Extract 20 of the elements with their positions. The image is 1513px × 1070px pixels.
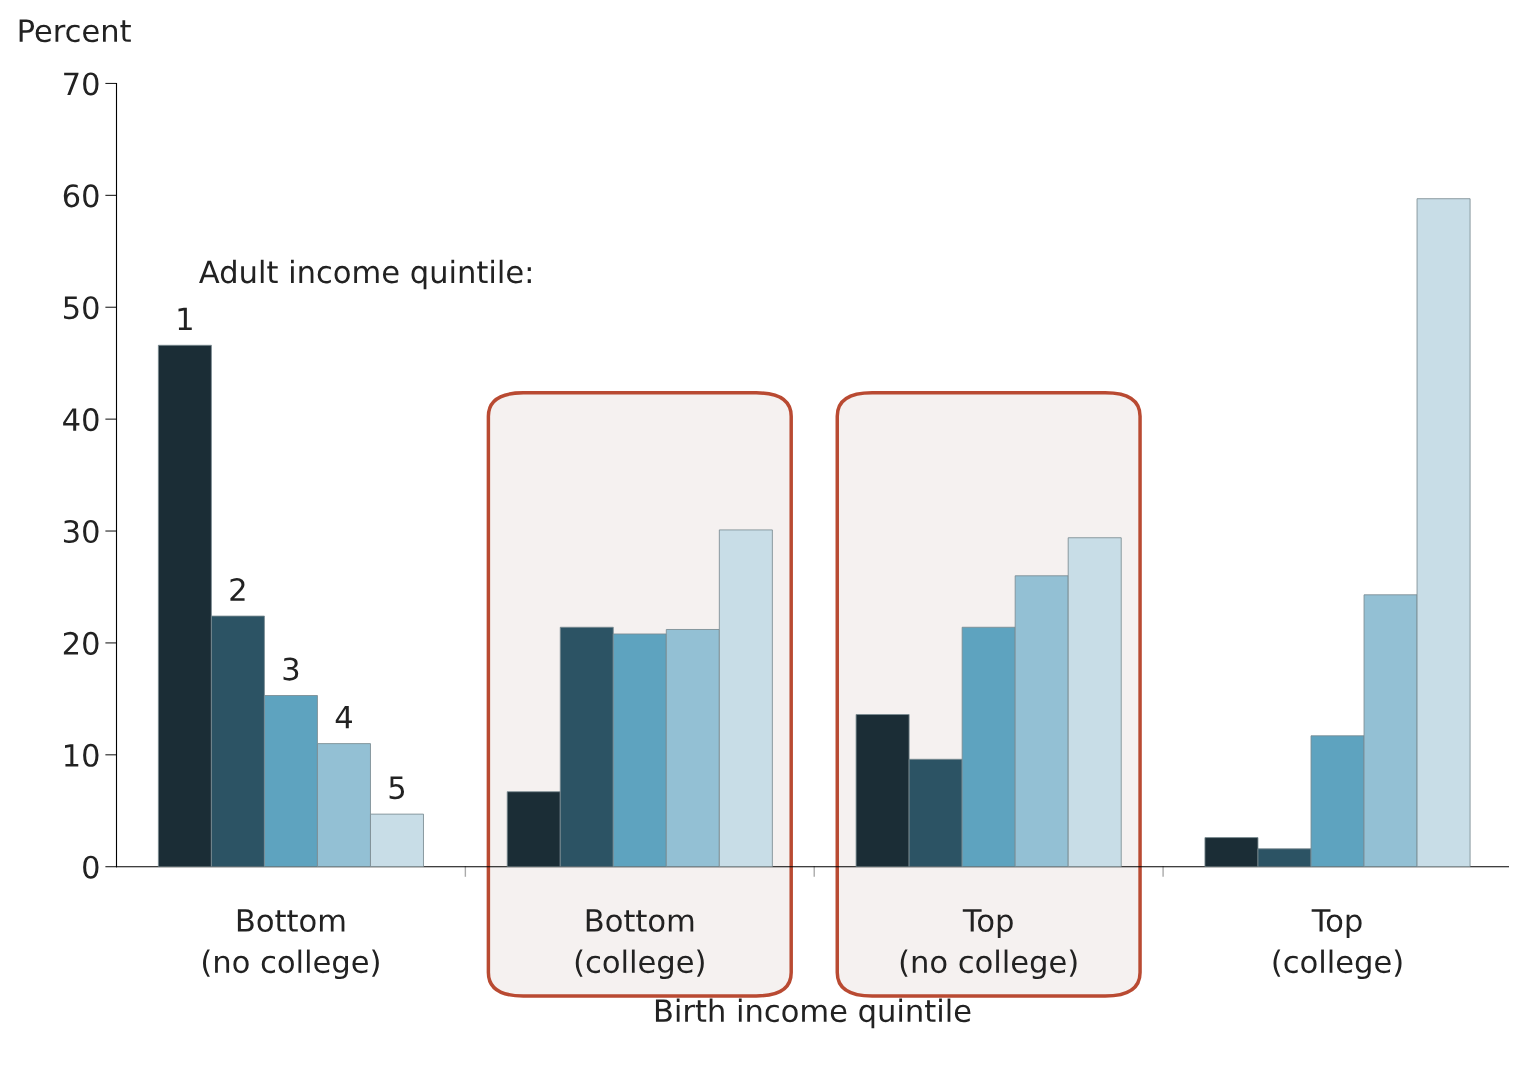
y-tick-label: 10 bbox=[65, 743, 99, 767]
x-tick-label: Top (college) bbox=[1273, 909, 1402, 980]
y-tick-label: 0 bbox=[83, 855, 99, 879]
x-tick-label: Bottom (no college) bbox=[203, 909, 379, 980]
x-tick-label: Bottom (college) bbox=[575, 909, 704, 980]
y-tick-label: 20 bbox=[63, 631, 99, 655]
series-label: 3 bbox=[283, 657, 299, 681]
y-tick-label: 60 bbox=[63, 184, 99, 208]
x-tick-label: Top (no college) bbox=[900, 909, 1077, 980]
y-tick-label: 70 bbox=[64, 72, 99, 96]
x-axis-title: Birth income quintile bbox=[655, 998, 971, 1029]
series-label: 1 bbox=[178, 307, 192, 330]
series-label: 2 bbox=[230, 578, 245, 601]
series-label: 4 bbox=[335, 706, 352, 729]
y-tick-label: 50 bbox=[64, 296, 99, 320]
series-label: 5 bbox=[389, 776, 405, 800]
y-tick-label: 30 bbox=[63, 519, 99, 544]
y-tick-label: 40 bbox=[63, 408, 99, 432]
legend-title: Adult income quintile: bbox=[199, 259, 531, 290]
y-axis-title: Percent bbox=[19, 19, 131, 43]
